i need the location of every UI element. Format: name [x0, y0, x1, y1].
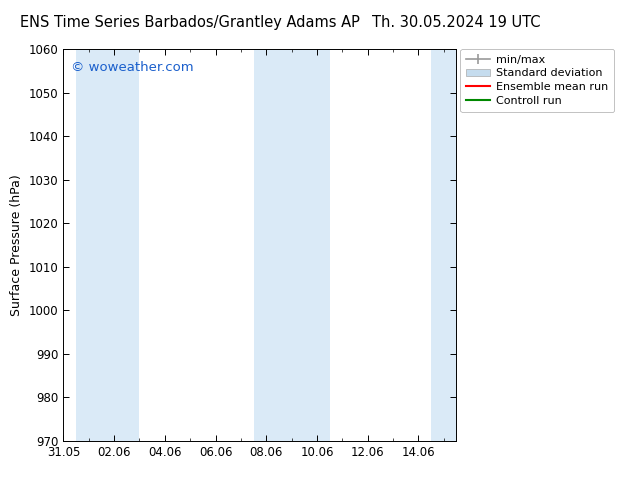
Text: © woweather.com: © woweather.com: [71, 61, 194, 74]
Text: Th. 30.05.2024 19 UTC: Th. 30.05.2024 19 UTC: [372, 15, 541, 29]
Bar: [89, 49, 139, 441]
Text: ENS Time Series Barbados/Grantley Adams AP: ENS Time Series Barbados/Grantley Adams …: [20, 15, 360, 29]
Bar: [76, 49, 89, 441]
Legend: min/max, Standard deviation, Ensemble mean run, Controll run: min/max, Standard deviation, Ensemble me…: [460, 49, 614, 112]
Y-axis label: Surface Pressure (hPa): Surface Pressure (hPa): [10, 174, 23, 316]
Bar: [254, 49, 279, 441]
Bar: [431, 49, 456, 441]
Bar: [279, 49, 330, 441]
